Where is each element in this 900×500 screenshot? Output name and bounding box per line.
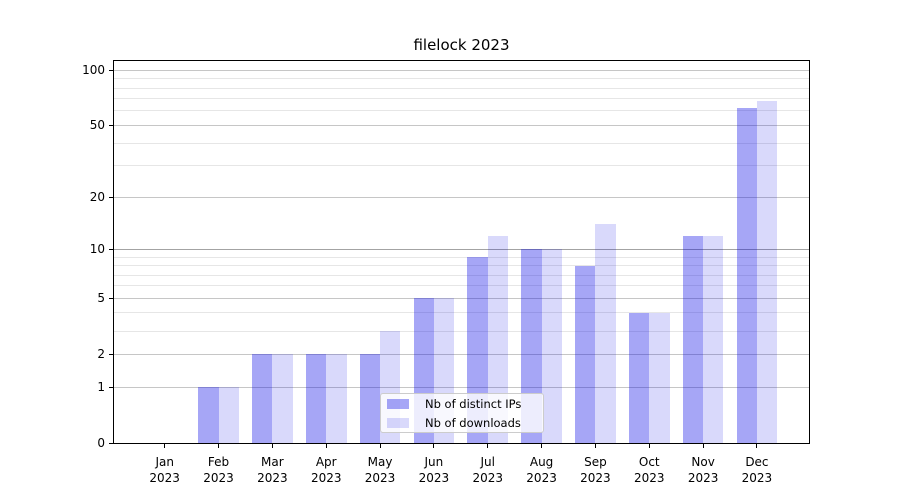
x-tick-mark <box>379 444 381 448</box>
y-tick-mark <box>109 386 113 388</box>
x-tick-mark <box>433 444 435 448</box>
bar-distinct-ips <box>575 265 596 443</box>
gridline-minor <box>114 98 809 100</box>
bar-distinct-ips <box>359 354 381 443</box>
gridline-major <box>114 196 809 198</box>
y-tick-mark <box>109 69 113 71</box>
x-tick-label: Nov 2023 <box>687 455 719 485</box>
gridline-minor <box>114 256 809 258</box>
x-tick-mark <box>594 444 596 448</box>
x-tick-label: Apr 2023 <box>310 455 342 485</box>
x-tick-mark <box>271 444 273 448</box>
x-tick-mark <box>648 444 650 448</box>
bar-distinct-ips <box>198 387 219 443</box>
bar-downloads <box>218 387 239 443</box>
gridline-minor <box>114 110 809 112</box>
y-tick-mark <box>109 196 113 198</box>
legend-row-downloads: Nb of downloads <box>381 413 543 432</box>
y-tick-label: 2 <box>97 347 105 362</box>
chart-title: filelock 2023 <box>413 36 510 54</box>
x-tick-label: Oct 2023 <box>633 455 665 485</box>
y-tick-label: 100 <box>82 63 105 78</box>
gridline-minor <box>114 265 809 266</box>
legend-label-downloads: Nb of downloads <box>425 415 521 430</box>
bar-downloads <box>272 354 293 443</box>
gridline-minor <box>114 330 809 332</box>
x-tick-label: Sep 2023 <box>580 455 611 485</box>
legend-row-distinct-ips: Nb of distinct IPs <box>381 394 543 413</box>
y-tick-label: 50 <box>89 118 105 133</box>
bar-downloads <box>703 235 724 443</box>
gridline-major <box>114 248 809 250</box>
gridline-minor <box>114 78 809 80</box>
x-tick-label: Jan 2023 <box>149 455 180 485</box>
gridline-minor <box>114 274 809 276</box>
bar-downloads <box>487 235 509 443</box>
y-tick-mark <box>109 124 113 126</box>
x-tick-label: Feb 2023 <box>203 455 234 485</box>
bar-downloads <box>756 100 778 443</box>
gridline-major <box>114 124 809 126</box>
bar-distinct-ips <box>682 235 704 443</box>
legend-label-distinct-ips: Nb of distinct IPs <box>425 396 522 411</box>
y-tick-label: 5 <box>97 291 105 306</box>
legend: Nb of distinct IPs Nb of downloads <box>380 393 544 433</box>
y-tick-label: 10 <box>89 242 105 257</box>
gridline-major <box>114 386 809 388</box>
x-tick-label: Jun 2023 <box>418 455 450 485</box>
bar-downloads <box>326 354 347 443</box>
bar-distinct-ips <box>305 354 327 443</box>
gridline-minor <box>114 165 809 167</box>
gridline-minor <box>114 87 809 89</box>
bar-downloads <box>649 312 670 443</box>
gridline-minor <box>114 312 809 314</box>
x-tick-mark <box>164 444 166 448</box>
x-tick-label: Mar 2023 <box>257 455 288 485</box>
bar-downloads <box>541 249 562 443</box>
x-tick-mark <box>756 444 758 448</box>
y-tick-mark <box>109 353 113 355</box>
legend-swatch-distinct-ips-icon <box>387 398 409 409</box>
x-tick-mark <box>325 444 327 448</box>
x-tick-label: Jul 2023 <box>472 455 503 485</box>
legend-swatch-downloads-icon <box>387 417 409 428</box>
x-tick-mark <box>487 444 489 448</box>
x-tick-mark <box>702 444 704 448</box>
x-tick-label: Dec 2023 <box>741 455 773 485</box>
bar-distinct-ips <box>628 312 650 443</box>
y-tick-mark <box>109 297 113 299</box>
gridline-major <box>114 69 809 71</box>
bar-distinct-ips <box>736 108 757 443</box>
gridline-minor <box>114 142 809 144</box>
x-tick-label: Aug 2023 <box>526 455 557 485</box>
x-tick-mark <box>218 444 220 448</box>
x-tick-mark <box>541 444 543 448</box>
gridline-major <box>114 353 809 355</box>
y-tick-label: 20 <box>89 190 105 205</box>
y-tick-mark <box>109 248 113 250</box>
gridline-major <box>114 297 809 299</box>
bar-downloads <box>595 224 616 443</box>
gridline-minor <box>114 285 809 287</box>
x-tick-label: May 2023 <box>364 455 396 485</box>
y-tick-label: 0 <box>97 436 105 450</box>
bar-distinct-ips <box>252 354 273 443</box>
y-tick-label: 1 <box>97 380 105 394</box>
y-tick-mark <box>109 442 113 444</box>
